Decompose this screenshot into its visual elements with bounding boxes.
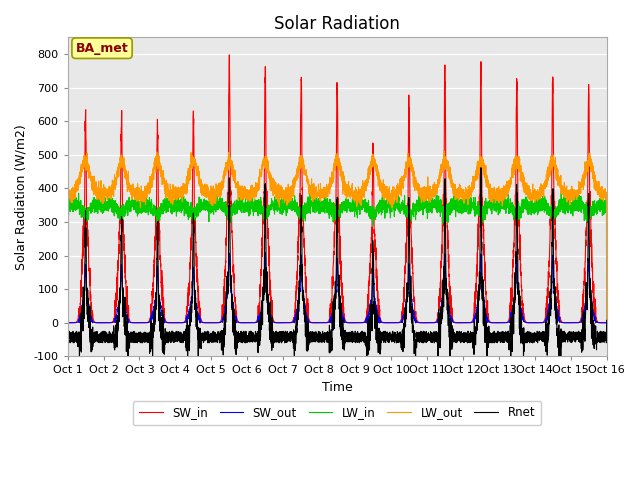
SW_in [428,320,436,325]
SW_out [428,320,436,325]
LW_out [317,187,324,193]
Legend: SW_in, SW_out, LW_in, LW_out, Rnet: SW_in, SW_out, LW_in, LW_out, Rnet [133,400,541,425]
LW_out [602,191,610,197]
SW_in [317,320,325,325]
LW_in [458,207,466,213]
Rnet [428,331,436,336]
Rnet [161,339,168,345]
SW_out [161,317,168,323]
SW_out [602,320,610,325]
SW_in [225,52,233,58]
SW_out [458,320,466,325]
SW_out [489,320,497,325]
LW_in [488,202,496,208]
Rnet [317,334,324,339]
Rnet [458,337,466,343]
Rnet [489,337,497,343]
LW_out [440,148,448,154]
SW_in [64,320,72,325]
LW_in [161,208,168,214]
Rnet [64,331,72,337]
Rnet [603,317,611,323]
SW_out [317,320,325,325]
X-axis label: Time: Time [322,381,353,394]
SW_out [261,250,269,255]
Y-axis label: Solar Radiation (W/m2): Solar Radiation (W/m2) [15,124,28,270]
LW_out [64,189,72,195]
LW_out [161,187,168,192]
SW_in [602,320,610,325]
SW_out [64,320,72,325]
LW_in [64,202,72,208]
SW_in [88,320,96,325]
LW_in [317,200,324,205]
SW_in [489,320,497,325]
LW_in [602,195,610,201]
Line: LW_out: LW_out [68,151,607,323]
Line: SW_out: SW_out [68,252,607,323]
Line: Rnet: Rnet [68,168,607,363]
LW_out [458,189,466,194]
SW_in [458,320,466,325]
Line: LW_in: LW_in [68,191,607,323]
LW_in [603,320,611,325]
LW_out [428,192,436,197]
SW_out [76,320,83,325]
LW_out [603,320,611,325]
Title: Solar Radiation: Solar Radiation [274,15,400,33]
SW_in [603,320,611,325]
SW_out [603,320,611,325]
LW_out [488,192,496,198]
SW_in [161,316,168,322]
Text: BA_met: BA_met [76,42,129,55]
Rnet [477,165,484,170]
Rnet [446,360,454,366]
LW_in [428,202,436,207]
LW_in [417,188,424,194]
Line: SW_in: SW_in [68,55,607,323]
Rnet [602,331,610,337]
